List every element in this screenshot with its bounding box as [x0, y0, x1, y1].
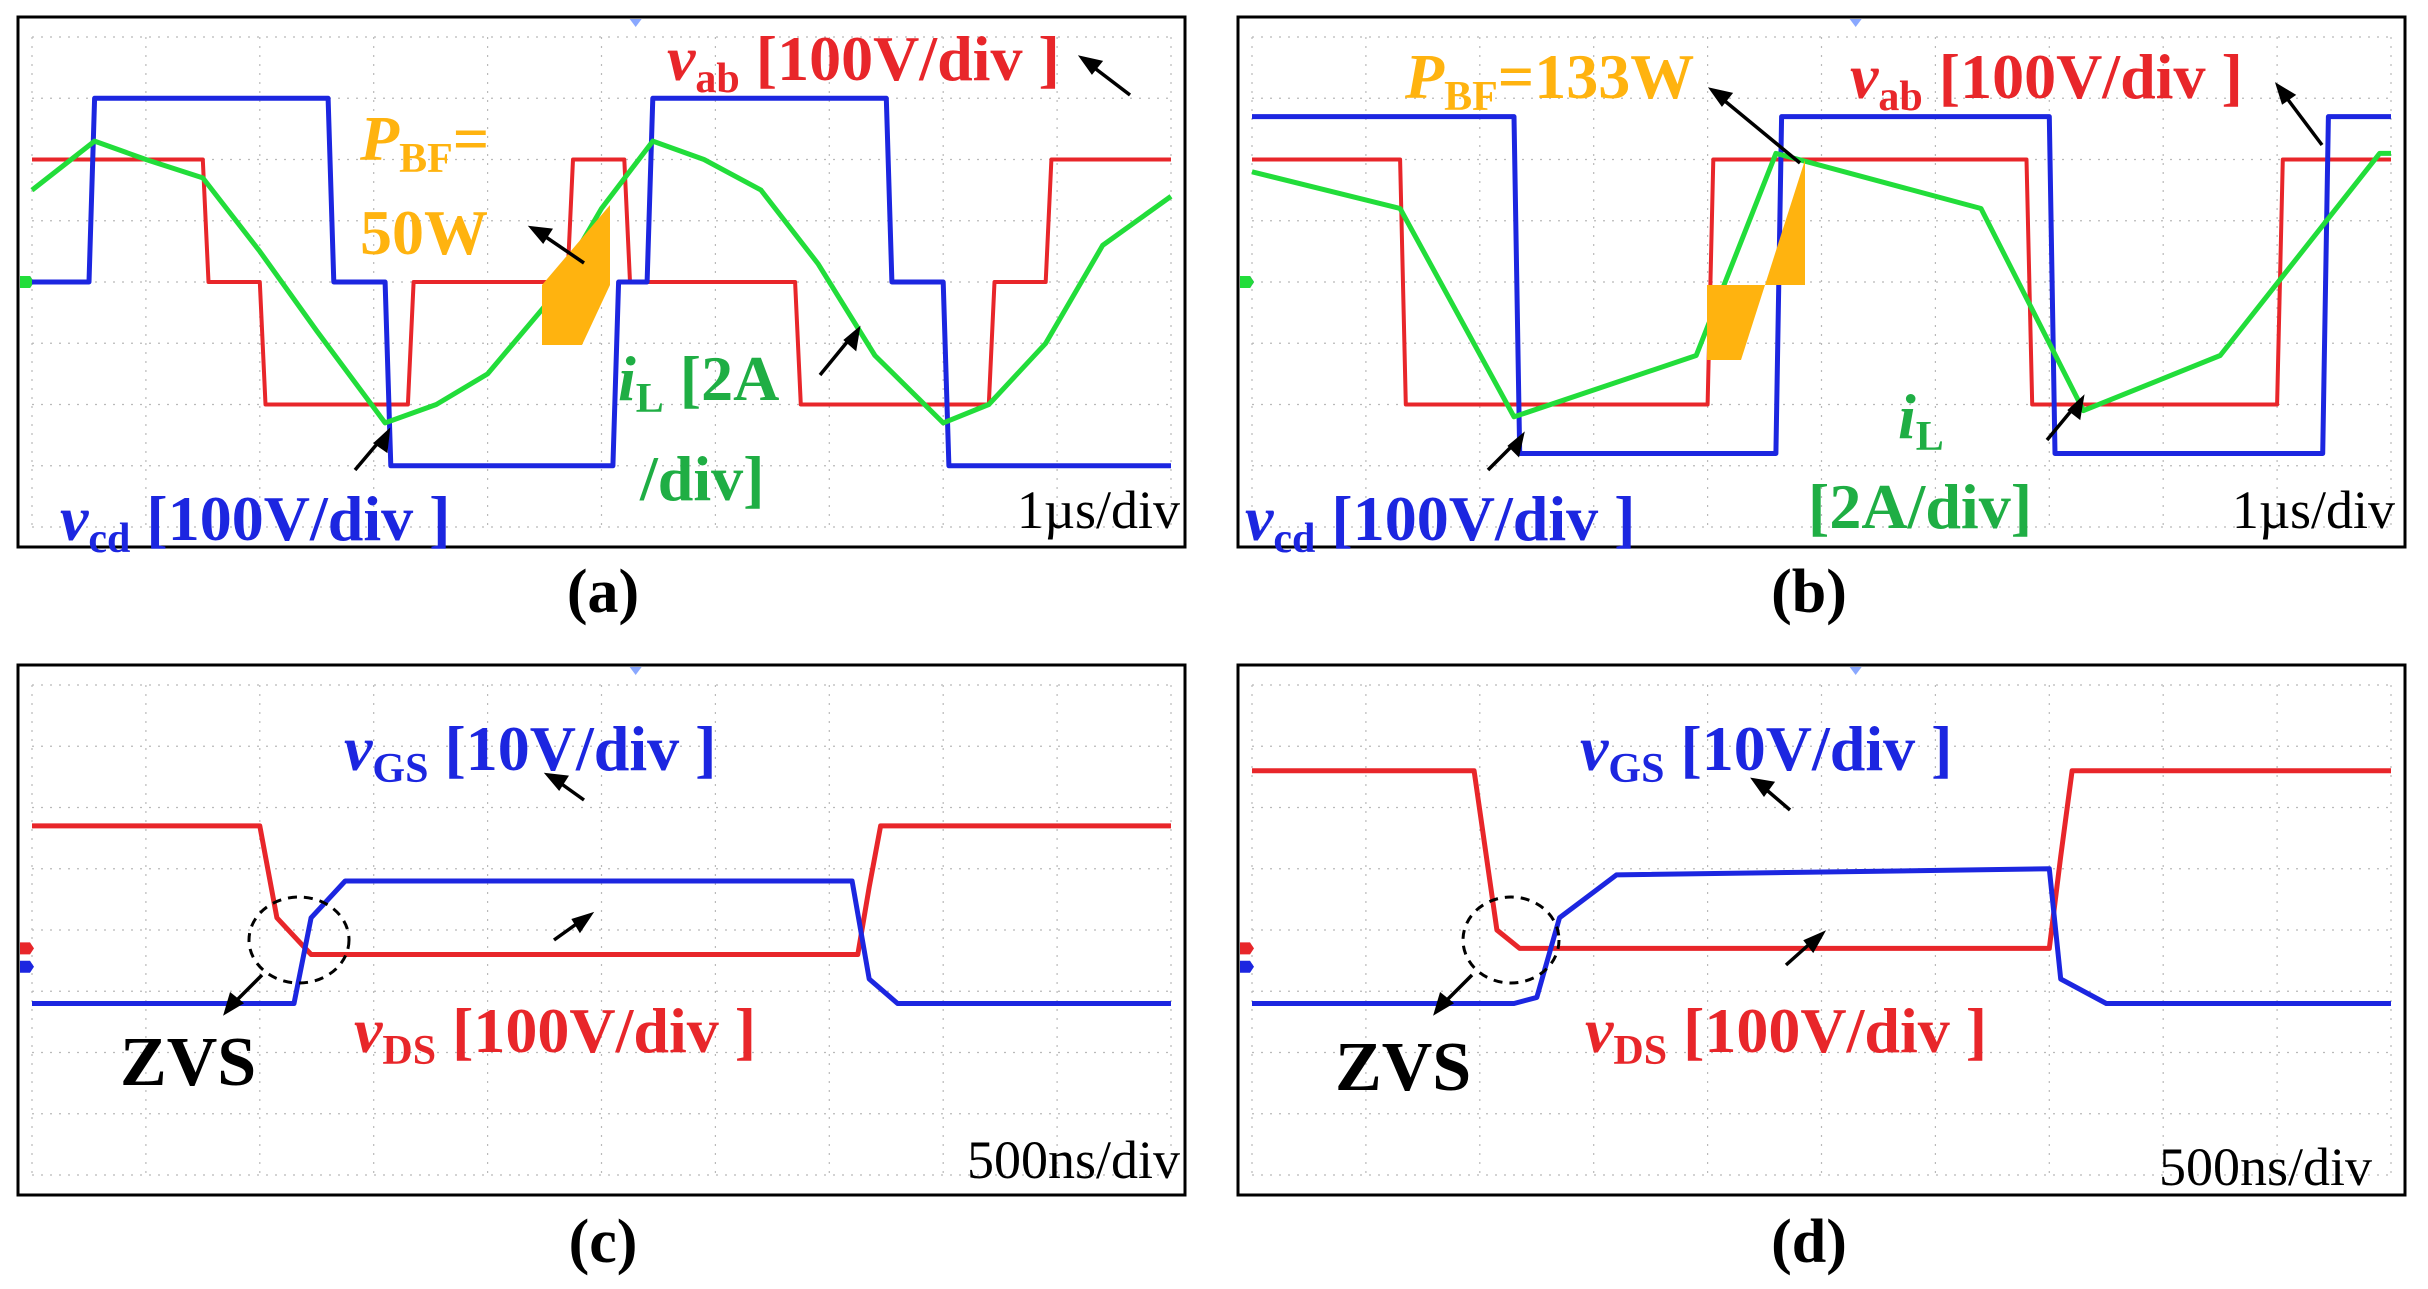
caption-b: (b) [1771, 558, 1847, 626]
trigger-marker [629, 667, 642, 675]
panel-d-oscilloscope [1236, 663, 2407, 1197]
zvs-label-d: ZVS [1335, 1029, 1471, 1106]
vcd-label-a: vcd [100V/div ] [60, 483, 450, 562]
trace-il [30, 138, 1173, 426]
channel-marker [1240, 276, 1254, 288]
vds-label-d: vDS [100V/div ] [1585, 995, 1987, 1074]
trace-vgs [32, 878, 1171, 1006]
timebase-a: 1µs/div [1017, 480, 1180, 540]
trigger-marker [629, 19, 642, 27]
trace-vcd [1252, 114, 2391, 456]
pbf-label-a: PBF= [359, 103, 489, 182]
zvs-circle-c [247, 895, 351, 985]
channel-marker [20, 960, 34, 973]
trace-vgs [1252, 866, 2391, 1006]
pbf-area-b [1707, 160, 1805, 360]
il-label-b: iL [1898, 381, 1944, 460]
pbf-label-b: PBF=133W [1404, 41, 1694, 120]
channel-marker [20, 942, 34, 955]
panel-a-oscilloscope [16, 15, 1187, 549]
panel-b-oscilloscope [1236, 15, 2407, 549]
pbf-value-a: 50W [360, 197, 488, 268]
trigger-marker [1849, 667, 1862, 675]
channel-marker [1240, 942, 1254, 955]
panel-c-oscilloscope [16, 663, 1187, 1197]
caption-d: (d) [1771, 1208, 1847, 1276]
caption-c: (c) [569, 1208, 638, 1276]
vab-label-b: vab [100V/div ] [1850, 41, 2243, 120]
channel-marker [20, 276, 34, 288]
pbf-area-a [542, 205, 610, 345]
vgs-label-d: vGS [10V/div ] [1580, 713, 1952, 792]
caption-a: (a) [567, 558, 639, 626]
trace-vcd [32, 95, 1171, 469]
trace-il [1251, 150, 2391, 420]
trigger-marker [1849, 19, 1862, 27]
vcd-label-b: vcd [100V/div ] [1245, 483, 1635, 562]
zvs-label-c: ZVS [120, 1024, 256, 1101]
il-label-a: iL [2A [618, 343, 779, 422]
zvs-circle-d [1461, 895, 1561, 985]
timebase-d: 500ns/div [2159, 1137, 2372, 1197]
il-scale2-a: /div] [639, 443, 764, 514]
vab-label-a: vab [100V/div ] [667, 23, 1060, 102]
timebase-c: 500ns/div [967, 1130, 1180, 1190]
annotation-arrows [223, 55, 2324, 1016]
timebase-b: 1µs/div [2232, 480, 2395, 540]
trace-vds [32, 823, 1171, 957]
channel-marker [1240, 960, 1254, 973]
trace-vds [1252, 768, 2391, 951]
il-scale-b: [2A/div] [1808, 471, 2032, 542]
vgs-label-c: vGS [10V/div ] [344, 713, 716, 792]
trace-vab [32, 157, 1171, 407]
vds-label-c: vDS [100V/div ] [354, 995, 756, 1074]
